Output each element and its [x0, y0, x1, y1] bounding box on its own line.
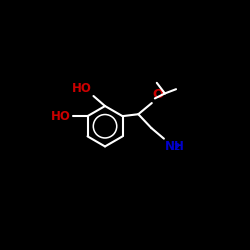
Text: NH: NH: [165, 140, 185, 153]
Text: 2: 2: [173, 142, 179, 152]
Text: HO: HO: [51, 110, 71, 123]
Text: O: O: [153, 88, 164, 101]
Text: HO: HO: [72, 82, 92, 95]
